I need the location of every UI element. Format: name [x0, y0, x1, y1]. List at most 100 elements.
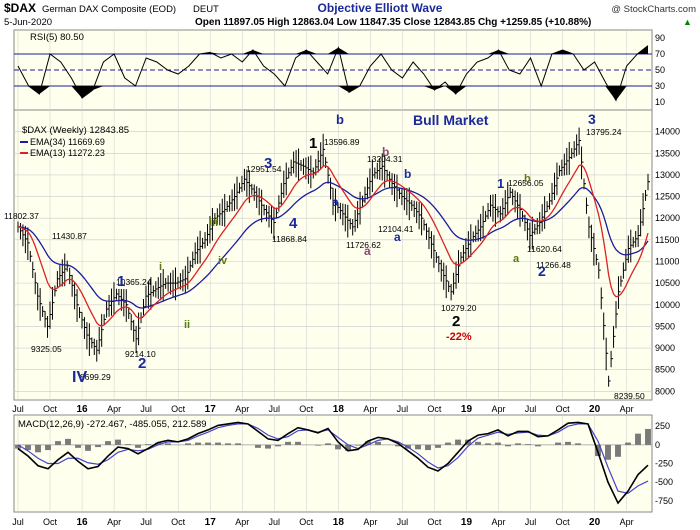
x-axis-label: 17: [205, 404, 217, 415]
macd-layer: [14, 421, 652, 505]
macd-histogram-bar: [235, 443, 241, 445]
price-tick-label: 8000: [655, 386, 675, 396]
macd-histogram-bar: [425, 444, 431, 451]
x-axis-label-bottom: Apr: [492, 517, 506, 527]
macd-histogram-bar: [565, 441, 571, 445]
axis-layer: 1030507090800085009000950010000105001100…: [12, 33, 680, 528]
macd-histogram-bar: [295, 441, 301, 445]
price-tick-label: 13500: [655, 148, 680, 158]
macd-histogram-bar: [455, 439, 461, 445]
wave-label: ii: [184, 319, 190, 331]
macd-histogram-bar: [85, 444, 91, 451]
macd-histogram-bar: [505, 444, 511, 447]
macd-panel: [13, 414, 653, 513]
macd-tick-label: 0: [655, 440, 660, 450]
macd-histogram-bar: [355, 444, 361, 446]
date-label: 5-Jun-2020: [4, 17, 52, 28]
macd-histogram-bar: [555, 442, 561, 445]
rsi-tick-label: 30: [655, 81, 665, 91]
wave-label: 4: [289, 215, 298, 232]
price-annotation: 12656.05: [508, 178, 544, 188]
price-tick-label: 12000: [655, 213, 680, 223]
rsi-panel: [13, 29, 653, 111]
macd-line: [17, 421, 649, 505]
wave-label: b: [404, 167, 411, 181]
wave-label: a: [364, 244, 371, 258]
wave-label: a: [394, 230, 401, 244]
macd-histogram-bar: [495, 442, 501, 445]
macd-histogram-bar: [225, 443, 231, 445]
macd-histogram-bar: [435, 444, 441, 448]
x-axis-label: Jul: [140, 404, 152, 414]
x-axis-label: Apr: [620, 404, 634, 414]
wave-label: b: [336, 112, 344, 127]
x-axis-label: 20: [589, 404, 601, 415]
price-annotation: 12104.41: [378, 224, 414, 234]
x-axis-label-bottom: Jul: [269, 517, 281, 527]
rsi-tick-label: 90: [655, 33, 665, 43]
macd-tick-label: -750: [655, 496, 673, 506]
x-axis-label: 18: [333, 404, 345, 415]
price-annotation: 11620.64: [527, 244, 562, 254]
macd-histogram-bar: [275, 444, 281, 447]
x-axis-label: Apr: [235, 404, 249, 414]
price-tick-label: 11500: [655, 235, 679, 245]
x-axis-label: 19: [461, 404, 473, 415]
x-axis-label: Oct: [299, 404, 314, 414]
price-tick-label: 12500: [655, 192, 680, 202]
x-axis-label: Jul: [269, 404, 281, 414]
macd-histogram-bar: [475, 441, 481, 445]
macd-histogram-bar: [115, 439, 121, 445]
x-axis-label: Oct: [427, 404, 442, 414]
wave-label: 1: [309, 135, 317, 152]
x-axis-label-bottom: Oct: [43, 517, 58, 527]
price-annotation: 9214.10: [125, 349, 156, 359]
macd-histogram-bar: [395, 444, 401, 447]
price-annotation: 12951.54: [246, 164, 282, 174]
macd-histogram-bar: [95, 444, 101, 448]
rsi-overbought-fill: [18, 45, 648, 54]
macd-histogram-bar: [445, 442, 451, 445]
wave-label: Bull Market: [413, 112, 489, 128]
macd-histogram-bar: [485, 443, 491, 445]
macd-histogram-bar: [415, 444, 421, 450]
x-axis-label-bottom: Jul: [397, 517, 409, 527]
x-axis-label-bottom: Apr: [620, 517, 634, 527]
macd-histogram-bar: [185, 443, 191, 445]
macd-histogram-bar: [145, 444, 151, 445]
macd-histogram-bar: [165, 443, 171, 445]
macd-histogram-bar: [635, 433, 641, 445]
x-axis-label-bottom: 20: [589, 517, 601, 528]
exchange-label: DEUT: [193, 4, 219, 15]
macd-histogram-bar: [315, 444, 321, 446]
rsi-tick-label: 70: [655, 49, 665, 59]
ohlc-readout: Open 11897.05 High 12863.04 Low 11847.35…: [195, 17, 591, 28]
x-axis-label: Apr: [363, 404, 377, 414]
price-annotation: 10365.24: [116, 277, 152, 287]
x-axis-label-bottom: Apr: [107, 517, 121, 527]
x-axis-label-bottom: Jul: [140, 517, 152, 527]
macd-histogram-bar: [335, 444, 341, 450]
wave-label: 2: [138, 355, 146, 372]
price-tick-label: 10000: [655, 300, 680, 310]
x-axis-label: Oct: [43, 404, 58, 414]
price-tick-label: 13000: [655, 170, 680, 180]
wave-label: b: [382, 145, 389, 159]
price-annotation: 8239.50: [614, 391, 645, 401]
x-axis-label-bottom: Oct: [556, 517, 571, 527]
wave-label: iii: [209, 217, 218, 229]
price-annotation: 11726.62: [346, 240, 381, 250]
wave-label: a: [513, 253, 520, 265]
price-annotation: 9325.05: [31, 344, 62, 354]
x-axis-label-bottom: 18: [333, 517, 345, 528]
symbol-title: $DAX: [4, 1, 36, 15]
ema34-line: [17, 181, 649, 309]
price-legend-ema34: EMA(34) 11669.69: [30, 137, 105, 147]
wave-label: i: [159, 261, 162, 273]
x-axis-label-bottom: Apr: [363, 517, 377, 527]
rsi-tick-label: 10: [655, 97, 665, 107]
macd-histogram-bar: [195, 442, 201, 445]
macd-histogram-bar: [75, 444, 81, 448]
price-tick-label: 9000: [655, 343, 675, 353]
